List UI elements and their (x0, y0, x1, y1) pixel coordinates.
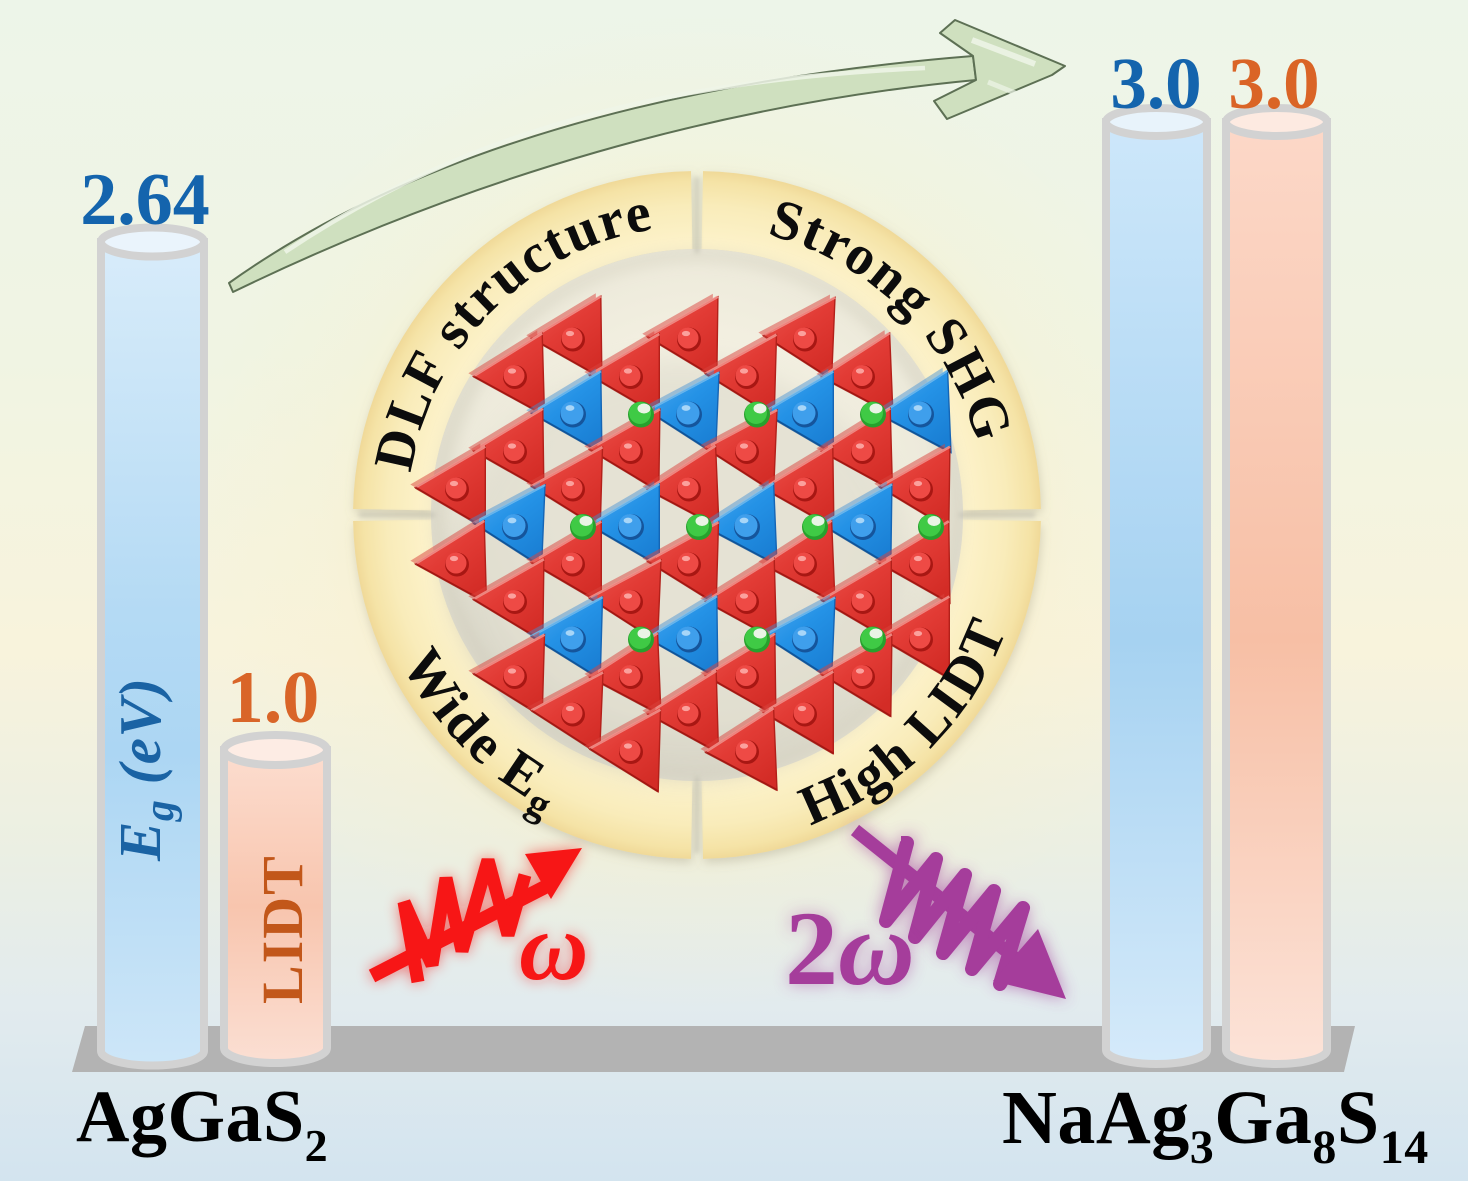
svg-text:3.0: 3.0 (1110, 43, 1201, 124)
svg-text:ω: ω (519, 893, 588, 1000)
svg-text:ω: ω (519, 893, 588, 1000)
svg-text:1.0: 1.0 (227, 657, 320, 739)
svg-text:3.0: 3.0 (1228, 43, 1319, 124)
svg-text:Eg (eV): Eg (eV) (107, 678, 183, 862)
svg-text:AgGaS2: AgGaS2 (76, 1076, 328, 1171)
svg-text:LIDT: LIDT (250, 854, 315, 1004)
svg-text:2ω: 2ω (785, 890, 915, 1007)
svg-text:2ω: 2ω (785, 890, 915, 1007)
svg-text:2.64: 2.64 (80, 159, 210, 241)
svg-text:NaAg3Ga8S14: NaAg3Ga8S14 (1002, 1076, 1429, 1174)
